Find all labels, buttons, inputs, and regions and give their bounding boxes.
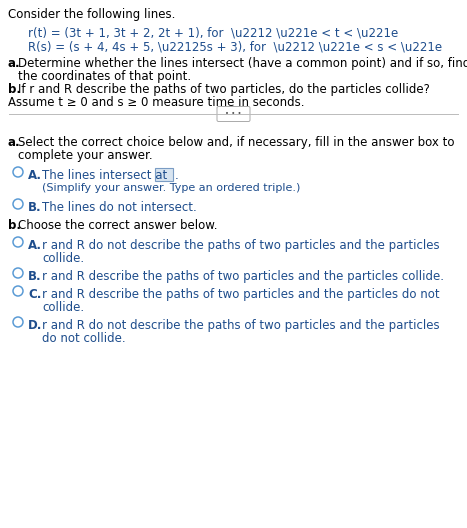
Text: A.: A.: [28, 239, 42, 252]
Text: D.: D.: [28, 319, 42, 332]
Text: The lines intersect at: The lines intersect at: [42, 169, 167, 182]
Text: collide.: collide.: [42, 252, 84, 265]
Text: (Simplify your answer. Type an ordered triple.): (Simplify your answer. Type an ordered t…: [42, 183, 300, 193]
Text: r and R do not describe the paths of two particles and the particles: r and R do not describe the paths of two…: [42, 239, 439, 252]
Text: A.: A.: [28, 169, 42, 182]
Text: collide.: collide.: [42, 301, 84, 314]
Text: The lines do not intersect.: The lines do not intersect.: [42, 201, 197, 214]
Text: r and R describe the paths of two particles and the particles collide.: r and R describe the paths of two partic…: [42, 270, 444, 283]
FancyBboxPatch shape: [155, 168, 173, 181]
Text: r and R describe the paths of two particles and the particles do not: r and R describe the paths of two partic…: [42, 288, 439, 301]
Text: Determine whether the lines intersect (have a common point) and if so, find: Determine whether the lines intersect (h…: [18, 57, 467, 70]
FancyBboxPatch shape: [217, 107, 250, 121]
Text: C.: C.: [28, 288, 42, 301]
Text: r and R do not describe the paths of two particles and the particles: r and R do not describe the paths of two…: [42, 319, 439, 332]
Text: B.: B.: [28, 270, 42, 283]
Text: b.: b.: [8, 219, 21, 232]
Text: Consider the following lines.: Consider the following lines.: [8, 8, 176, 21]
Text: do not collide.: do not collide.: [42, 332, 126, 345]
Text: the coordinates of that point.: the coordinates of that point.: [18, 70, 191, 83]
Text: • • •: • • •: [225, 111, 242, 117]
Text: Assume t ≥ 0 and s ≥ 0 measure time in seconds.: Assume t ≥ 0 and s ≥ 0 measure time in s…: [8, 96, 304, 109]
Text: r(t) = (3t + 1, 3t + 2, 2t + 1), for  \u2212 \u221e < t < \u221e: r(t) = (3t + 1, 3t + 2, 2t + 1), for \u2…: [28, 26, 398, 39]
Text: complete your answer.: complete your answer.: [18, 149, 153, 162]
Text: a.: a.: [8, 136, 21, 149]
Text: R(s) = (s + 4, 4s + 5, \u22125s + 3), for  \u2212 \u221e < s < \u221e: R(s) = (s + 4, 4s + 5, \u22125s + 3), fo…: [28, 40, 442, 53]
Text: a.: a.: [8, 57, 21, 70]
Text: If r and R describe the paths of two particles, do the particles collide?: If r and R describe the paths of two par…: [18, 83, 430, 96]
Text: Select the correct choice below and, if necessary, fill in the answer box to: Select the correct choice below and, if …: [18, 136, 454, 149]
Text: Choose the correct answer below.: Choose the correct answer below.: [18, 219, 218, 232]
Text: b.: b.: [8, 83, 21, 96]
Text: B.: B.: [28, 201, 42, 214]
Text: .: .: [175, 169, 179, 182]
